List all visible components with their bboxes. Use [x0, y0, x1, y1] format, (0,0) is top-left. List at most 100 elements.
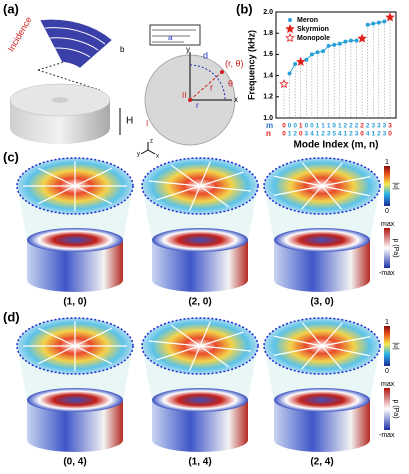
x-tick-label: 0 [288, 123, 292, 130]
mode-label: (1, 0) [63, 297, 86, 308]
cb-tick: 1 [385, 159, 389, 166]
x-axis-title: Mode Index (m, n) [294, 140, 379, 151]
x-tick-label: 0 [305, 123, 309, 130]
x-tick-label: 4 [338, 131, 342, 138]
legend-label: Skyrmion [297, 26, 329, 33]
marker [295, 56, 306, 66]
colorbar [384, 326, 390, 366]
marker [357, 33, 367, 43]
marker [343, 39, 348, 44]
a-label: a [168, 33, 173, 42]
axis-label: x [234, 95, 238, 104]
mode-label: (3, 0) [310, 297, 333, 308]
field-arrow [199, 161, 211, 187]
marker [321, 49, 326, 54]
field-arrow [148, 340, 201, 347]
x-tick-label: 0 [293, 123, 297, 130]
x-tick-label: 3 [388, 123, 392, 130]
region-label: I [146, 119, 148, 128]
field-arrow [37, 167, 76, 187]
x-tick-label: 1 [338, 123, 342, 130]
marker [332, 42, 337, 47]
field-arrow [301, 345, 323, 370]
frequency-chart: Frequency (kHz) Mode Index (m, n) 1.0 1.2… [246, 9, 397, 151]
mode-label: (2, 4) [310, 457, 333, 468]
x-tick-label: 1 [321, 123, 325, 130]
x-tick-label: 5 [332, 131, 336, 138]
field-arrow [170, 164, 201, 187]
cb-tick: 1 [385, 319, 389, 326]
cb-tick: max [381, 221, 395, 228]
marker [279, 79, 289, 89]
x-tick-label: 3 [383, 123, 387, 130]
x-tick-label: 0 [310, 123, 314, 130]
colorbar [384, 228, 390, 268]
cylinder [27, 240, 123, 292]
marker [371, 21, 376, 26]
field-arrow [321, 162, 343, 187]
region-label: II [182, 91, 186, 100]
legend-label: Monopole [297, 35, 330, 42]
field-arrow [321, 345, 371, 357]
plot-frame [275, 11, 397, 119]
cylinder-top [152, 388, 248, 412]
marker [285, 32, 295, 43]
h-label: H [126, 116, 133, 127]
marker [354, 38, 359, 43]
cb-label: p (Pa) [392, 399, 399, 418]
field-arrow [148, 180, 201, 187]
marker [304, 57, 309, 62]
field-arrow [321, 336, 371, 347]
x-tick-label: 2 [377, 131, 381, 138]
colorbar [384, 388, 390, 430]
x-tick-label: 3 [383, 131, 387, 138]
x-tick-label: 1 [299, 123, 303, 130]
x-tick-label: 2 [349, 131, 353, 138]
cb-tick: 0 [385, 368, 389, 375]
cb-label: |u| [392, 342, 399, 350]
r0-label: r [196, 101, 199, 110]
x-tick-label: 3 [355, 131, 359, 138]
field-arrow [37, 327, 76, 347]
cylinder-grey [9, 83, 111, 144]
mode-label: (2, 0) [188, 297, 211, 308]
x-tick-label: 2 [349, 123, 353, 130]
point-label: (r, θ) [225, 58, 244, 68]
field-arrow [321, 322, 343, 347]
axis-label: x [156, 154, 159, 160]
field-arrow [273, 175, 323, 187]
field-arrow [170, 324, 201, 347]
y-axis-title: Frequency (kHz) [246, 30, 256, 100]
cb-label: |u| [392, 182, 399, 190]
cb-tick: -max [379, 432, 395, 439]
panel-label: (c) [3, 149, 19, 164]
x-tick-label: 2 [366, 123, 370, 130]
incidence-label: Incidence [6, 15, 34, 53]
marker [365, 22, 370, 27]
disc-schematic [144, 24, 236, 146]
y-tick-label: 1.4 [263, 72, 273, 79]
cylinder [152, 240, 248, 292]
x-tick-label: 1 [371, 131, 375, 138]
field-arrow [189, 345, 201, 371]
x-tick-label: 0 [332, 123, 336, 130]
cylinder-top [152, 228, 248, 252]
field-arrow [74, 167, 113, 187]
x-tick-label: 2 [293, 131, 297, 138]
field-arrow [321, 345, 343, 370]
x-tick-label: 1 [316, 131, 320, 138]
marker [337, 41, 342, 46]
coord-icon [140, 142, 156, 155]
field-arrow [37, 345, 76, 365]
field-arrow [273, 185, 323, 196]
field-arrow [321, 185, 371, 197]
field-arrow [273, 345, 323, 356]
field-arrow [301, 162, 323, 187]
marker [385, 12, 395, 22]
field-arrow [199, 321, 211, 347]
b-label: b [120, 45, 125, 54]
field-arrow [74, 327, 113, 347]
cb-label: p (Pa) [392, 238, 399, 257]
x-tick-label: 3 [371, 123, 375, 130]
field-arrow [199, 345, 252, 352]
